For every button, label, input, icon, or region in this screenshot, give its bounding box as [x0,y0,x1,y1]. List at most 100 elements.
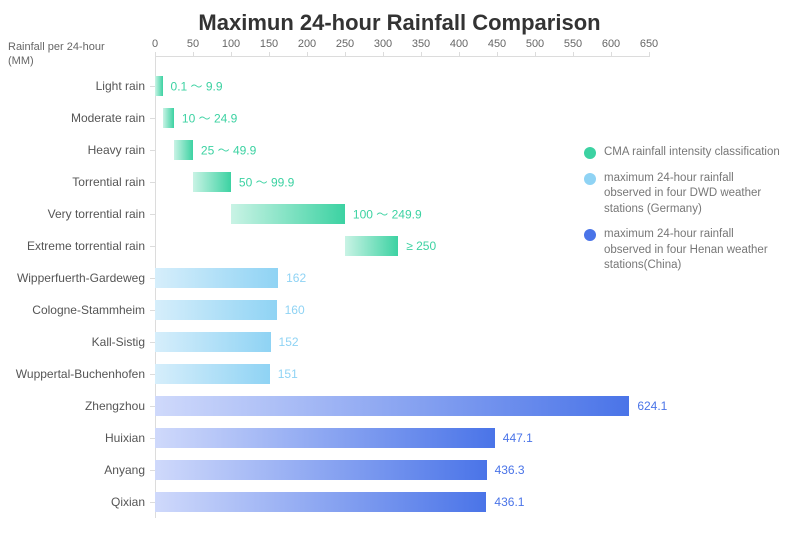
chart-title: Maximun 24-hour Rainfall Comparison [0,0,799,40]
x-tick [535,52,536,57]
row-label: Huixian [0,431,150,445]
bar [155,268,278,288]
bar-value: 10 ～ 24.9 [182,110,237,127]
legend-item: maximum 24-hour rainfall observed in fou… [584,227,784,274]
row-label: Light rain [0,79,150,93]
row-tick [150,246,155,247]
bar-value: ≥ 250 [406,239,436,253]
row-label: Extreme torrential rain [0,239,150,253]
x-tick-label: 550 [564,38,582,50]
bar-value: 152 [279,335,299,349]
y-axis-label: Rainfall per 24-hour (MM) [8,40,105,69]
legend-text: CMA rainfall intensity classification [604,145,780,161]
x-tick [345,52,346,57]
x-tick-label: 0 [152,38,158,50]
x-tick-label: 350 [412,38,430,50]
bar [193,172,231,192]
row-label: Cologne-Stammheim [0,303,150,317]
bar [155,332,271,352]
legend-swatch [584,229,596,241]
x-tick-label: 150 [260,38,278,50]
x-tick [383,52,384,57]
bar [174,140,193,160]
legend-item: CMA rainfall intensity classification [584,145,784,161]
chart-row: Zhengzhou 624.1 [0,390,799,422]
bar [155,460,487,480]
chart-row: Moderate rain 10 ～ 24.9 [0,102,799,134]
x-tick [421,52,422,57]
row-tick [150,118,155,119]
x-tick-label: 450 [488,38,506,50]
axis-label-line1: Rainfall per 24-hour [8,41,105,53]
bar [155,492,486,512]
x-axis: 050100150200250300350400450500550600650 [155,56,649,57]
legend-swatch [584,173,596,185]
bar-value: 0.1 ～ 9.9 [171,78,223,95]
x-tick-label: 100 [222,38,240,50]
bar-value: 436.1 [494,495,524,509]
bar [155,396,629,416]
row-label: Zhengzhou [0,399,150,413]
row-label: Moderate rain [0,111,150,125]
x-tick-label: 600 [602,38,620,50]
x-tick-label: 400 [450,38,468,50]
row-label: Wuppertal-Buchenhofen [0,367,150,381]
chart-row: Wuppertal-Buchenhofen 151 [0,358,799,390]
bar-value: 162 [286,271,306,285]
chart-row: Cologne-Stammheim 160 [0,294,799,326]
bar [345,236,398,256]
bar [163,108,174,128]
x-tick [307,52,308,57]
row-tick [150,182,155,183]
x-tick [269,52,270,57]
bar [155,76,162,96]
bar-value: 151 [278,367,298,381]
row-label: Wipperfuerth-Gardeweg [0,271,150,285]
x-tick [459,52,460,57]
row-label: Anyang [0,463,150,477]
bar-value: 447.1 [503,431,533,445]
x-tick-label: 250 [336,38,354,50]
x-tick-label: 500 [526,38,544,50]
row-label: Heavy rain [0,143,150,157]
row-label: Very torrential rain [0,207,150,221]
legend-swatch [584,147,596,159]
x-tick [231,52,232,57]
bar [155,428,495,448]
bar-value: 624.1 [637,399,667,413]
chart-row: Qixian 436.1 [0,486,799,518]
chart-rows: Light rain 0.1 ～ 9.9 Moderate rain 10 ～ 24.… [0,70,799,518]
bar [155,300,277,320]
x-tick [649,52,650,57]
x-tick [573,52,574,57]
legend: CMA rainfall intensity classification max… [584,145,784,284]
x-tick [497,52,498,57]
row-label: Qixian [0,495,150,509]
legend-text: maximum 24-hour rainfall observed in fou… [604,227,784,274]
bar-value: 436.3 [495,463,525,477]
chart-area: Rainfall per 24-hour (MM) 05010015020025… [0,40,799,540]
x-tick-label: 300 [374,38,392,50]
bar-value: 50 ～ 99.9 [239,174,294,191]
x-tick-label: 200 [298,38,316,50]
chart-row: Anyang 436.3 [0,454,799,486]
legend-item: maximum 24-hour rainfall observed in fou… [584,171,784,218]
bar [231,204,345,224]
row-tick [150,150,155,151]
bar [155,364,270,384]
bar-value: 100 ～ 249.9 [353,206,422,223]
bar-value: 25 ～ 49.9 [201,142,256,159]
row-label: Torrential rain [0,175,150,189]
chart-row: Huixian 447.1 [0,422,799,454]
chart-row: Light rain 0.1 ～ 9.9 [0,70,799,102]
chart-row: Kall-Sistig 152 [0,326,799,358]
x-tick-label: 650 [640,38,658,50]
x-tick [611,52,612,57]
legend-text: maximum 24-hour rainfall observed in fou… [604,171,784,218]
x-tick-label: 50 [187,38,199,50]
x-tick [193,52,194,57]
bar-value: 160 [285,303,305,317]
axis-label-line2: (MM) [8,55,34,67]
row-tick [150,214,155,215]
row-label: Kall-Sistig [0,335,150,349]
